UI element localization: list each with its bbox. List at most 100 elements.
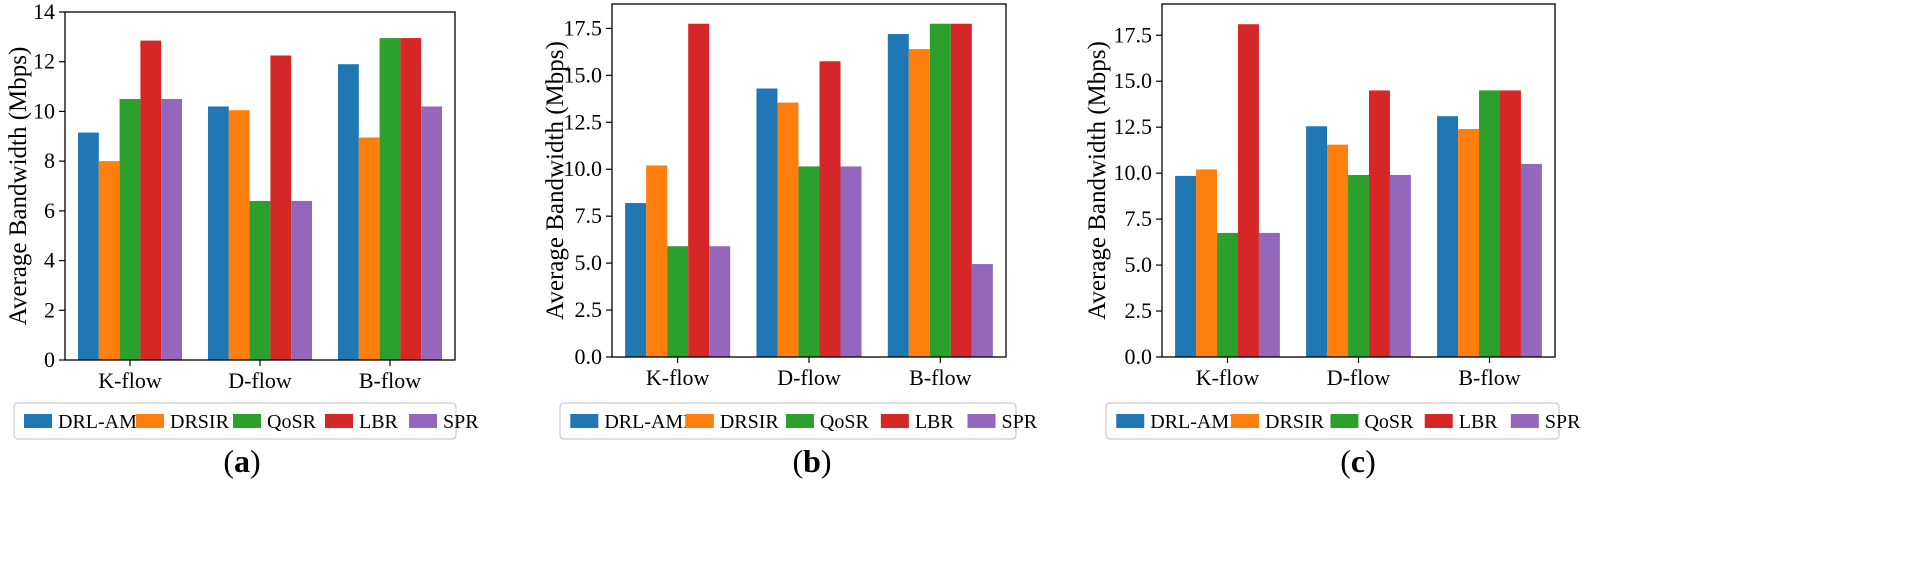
bar-qosr-d-flow bbox=[1348, 174, 1369, 357]
y-tick-label: 10.0 bbox=[1114, 160, 1153, 185]
x-tick-label: B-flow bbox=[359, 368, 421, 393]
legend-swatch-lbr bbox=[325, 414, 353, 428]
bar-qosr-b-flow bbox=[929, 23, 951, 357]
y-tick-label: 15.0 bbox=[1114, 68, 1153, 93]
bar-spr-b-flow bbox=[971, 264, 993, 357]
legend-swatch-drsir bbox=[1231, 414, 1260, 428]
bar-drsir-k-flow bbox=[1196, 169, 1218, 357]
bar-lbr-k-flow bbox=[688, 23, 710, 357]
x-tick-label: K-flow bbox=[1196, 365, 1260, 390]
legend-label-lbr: LBR bbox=[1459, 411, 1499, 433]
bar-spr-b-flow bbox=[1520, 163, 1542, 357]
legend-label-lbr: LBR bbox=[359, 411, 399, 433]
bar-drl-amir-d-flow bbox=[756, 88, 778, 358]
bar-spr-d-flow bbox=[840, 166, 862, 357]
panel-label-letter: b bbox=[803, 443, 821, 479]
legend-swatch-qosr bbox=[1330, 414, 1359, 428]
y-axis-title: Average Bandwidth (Mbps) bbox=[5, 47, 32, 326]
legend-swatch-drl-amir bbox=[24, 414, 52, 428]
legend-swatch-lbr bbox=[880, 414, 909, 428]
y-tick-label: 10 bbox=[33, 98, 55, 123]
bar-spr-d-flow bbox=[1389, 174, 1411, 357]
legend-label-drl-amir: DRL-AMIR bbox=[1150, 411, 1250, 433]
y-tick-label: 0.0 bbox=[1125, 344, 1153, 369]
legend-label-drsir: DRSIR bbox=[170, 411, 230, 433]
bar-drsir-b-flow bbox=[358, 137, 380, 360]
legend-swatch-spr bbox=[409, 414, 437, 428]
panel-label: (a) bbox=[223, 443, 260, 479]
x-tick-label: D-flow bbox=[228, 368, 292, 393]
legend-swatch-lbr bbox=[1424, 414, 1453, 428]
bar-lbr-b-flow bbox=[400, 38, 422, 360]
legend-label-qosr: QoSR bbox=[820, 411, 870, 433]
bar-drsir-k-flow bbox=[98, 161, 120, 360]
legend-swatch-drl-amir bbox=[1116, 414, 1145, 428]
bar-spr-b-flow bbox=[421, 106, 442, 361]
legend-label-qosr: QoSR bbox=[267, 411, 317, 433]
bar-lbr-k-flow bbox=[140, 40, 162, 361]
legend-label-spr: SPR bbox=[443, 411, 479, 433]
bar-lbr-k-flow bbox=[1237, 24, 1259, 357]
panel-label-open: ( bbox=[792, 443, 803, 479]
legend: DRL-AMIR DRSIR QoSR LBR SPR bbox=[13, 402, 479, 440]
y-axis-title: Average Bandwidth (Mbps) bbox=[542, 41, 569, 320]
bar-lbr-d-flow bbox=[270, 55, 292, 360]
bar-qosr-b-flow bbox=[379, 38, 401, 360]
panel-label-open: ( bbox=[223, 443, 234, 479]
bar-drl-amir-b-flow bbox=[1437, 116, 1459, 358]
bar-drsir-b-flow bbox=[908, 49, 930, 358]
bar-lbr-b-flow bbox=[1499, 90, 1521, 357]
x-tick-label: K-flow bbox=[646, 365, 710, 390]
y-axis-title: Average Bandwidth (Mbps) bbox=[1084, 41, 1111, 320]
y-tick-label: 2.5 bbox=[575, 297, 603, 322]
panel-label-close: ) bbox=[250, 443, 261, 479]
panel-label-letter: c bbox=[1351, 443, 1365, 479]
legend-label-drl-amir: DRL-AMIR bbox=[58, 411, 158, 433]
y-tick-label: 12 bbox=[33, 49, 55, 74]
y-tick-label: 6 bbox=[44, 198, 55, 223]
panel-label: (c) bbox=[1340, 443, 1376, 479]
x-tick-label: K-flow bbox=[98, 368, 162, 393]
panel-label-close: ) bbox=[821, 443, 832, 479]
y-tick-label: 15.0 bbox=[564, 62, 603, 87]
y-tick-label: 5.0 bbox=[1125, 252, 1153, 277]
bar-drsir-d-flow bbox=[777, 102, 799, 357]
y-tick-label: 2 bbox=[44, 297, 55, 322]
y-tick-label: 8 bbox=[44, 148, 55, 173]
panel-label-open: ( bbox=[1340, 443, 1351, 479]
legend-swatch-drl-amir bbox=[570, 414, 599, 428]
legend-label-drsir: DRSIR bbox=[720, 411, 780, 433]
bar-lbr-d-flow bbox=[1368, 90, 1390, 357]
bar-spr-k-flow bbox=[161, 99, 182, 360]
legend-swatch-spr bbox=[967, 414, 996, 428]
bar-spr-d-flow bbox=[291, 200, 312, 360]
panel-label-letter: a bbox=[234, 443, 250, 479]
legend-label-drl-amir: DRL-AMIR bbox=[604, 411, 704, 433]
bar-qosr-k-flow bbox=[119, 99, 141, 360]
bar-drsir-b-flow bbox=[1458, 129, 1480, 357]
y-tick-label: 5.0 bbox=[575, 250, 603, 275]
bar-qosr-b-flow bbox=[1479, 90, 1500, 357]
bar-drsir-d-flow bbox=[1327, 144, 1349, 357]
y-tick-label: 7.5 bbox=[1125, 206, 1153, 231]
legend-label-lbr: LBR bbox=[915, 411, 955, 433]
bar-drl-amir-d-flow bbox=[1306, 126, 1328, 357]
y-tick-label: 0 bbox=[44, 347, 55, 372]
legend-label-spr: SPR bbox=[1545, 411, 1581, 433]
y-tick-label: 17.5 bbox=[1114, 22, 1153, 47]
y-tick-label: 7.5 bbox=[575, 203, 603, 228]
legend-label-spr: SPR bbox=[1002, 411, 1038, 433]
legend: DRL-AMIR DRSIR QoSR LBR SPR bbox=[1105, 402, 1581, 440]
y-tick-label: 14 bbox=[33, 0, 55, 24]
legend-swatch-qosr bbox=[233, 414, 261, 428]
chart-panel-c: 0.0 2.5 5.0 7.5 10.0 12.5 15.0 17.5 K-flow D-flow… bbox=[1084, 3, 1581, 479]
x-tick-label: B-flow bbox=[1458, 365, 1520, 390]
bar-drl-amir-d-flow bbox=[208, 106, 229, 361]
panel-label-close: ) bbox=[1365, 443, 1376, 479]
bar-qosr-k-flow bbox=[667, 246, 689, 357]
bar-drl-amir-b-flow bbox=[338, 64, 359, 360]
bar-drl-amir-k-flow bbox=[625, 203, 647, 357]
legend: DRL-AMIR DRSIR QoSR LBR SPR bbox=[559, 402, 1038, 440]
legend-swatch-drsir bbox=[685, 414, 714, 428]
